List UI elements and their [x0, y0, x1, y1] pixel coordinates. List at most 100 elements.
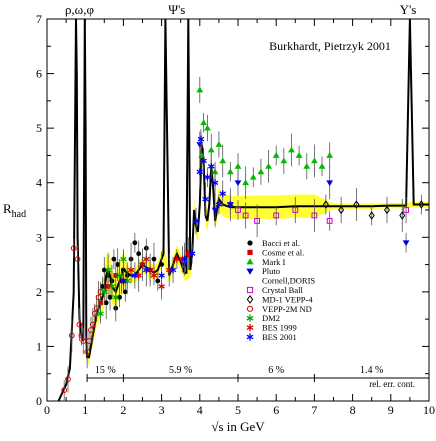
- mark-i-point: [257, 168, 265, 175]
- bacci-et-al-point: [115, 262, 121, 267]
- x-tick-label: 9: [388, 403, 394, 417]
- mark-i-point: [200, 119, 208, 126]
- bes-2001-point: [200, 157, 207, 165]
- error-band-label: rel. err. cont.: [369, 379, 415, 389]
- legend-item: MD-1 VEPP-4: [246, 294, 313, 304]
- vepp-2m-nd-point: [61, 387, 68, 393]
- x-tick-label: 2: [120, 403, 126, 417]
- legend-marker: [246, 324, 254, 332]
- bes-1999-point: [173, 255, 181, 263]
- crystal-ball-point: [292, 207, 299, 213]
- pluto-point: [326, 180, 334, 187]
- bes-2001-point: [202, 195, 209, 203]
- y-tick-label: 0: [36, 394, 42, 408]
- bes-2001-point: [215, 201, 223, 208]
- legend-label: Crystal Ball: [262, 285, 303, 295]
- mark-i-point: [272, 152, 280, 158]
- dm2-point: [97, 310, 104, 318]
- legend: Bacci et al.Cosme et al.Mark IPlutoCorne…: [246, 238, 315, 342]
- error-segment-label: 15 %: [95, 365, 116, 376]
- legend-label: BES 1999: [262, 323, 297, 333]
- bacci-et-al-point: [122, 289, 128, 295]
- vepp-2m-nd-point: [78, 332, 85, 339]
- dm2-point: [104, 266, 112, 274]
- x-axis-label: √s in GeV: [211, 419, 265, 434]
- x-tick-label: 3: [159, 403, 165, 417]
- axes-layer: 0 1 2 3 4 5 6 7 8 9 10 0 1 2 3 4 5 6 7: [36, 12, 435, 417]
- vepp-2m-nd-point: [89, 321, 96, 328]
- legend-item: Crystal Ball: [246, 285, 303, 295]
- mark-i-point: [303, 162, 311, 169]
- vepp-2m-nd-point: [97, 288, 104, 295]
- legend-label: Pluto: [262, 266, 280, 276]
- y-axis-label-sub: had: [12, 209, 26, 220]
- vepp-2m-nd-point: [65, 376, 71, 383]
- cosme-et-al-point: [98, 300, 103, 306]
- bes-2001-point: [192, 217, 200, 225]
- relative-error-segments: 15 % 5.9 % 6 % 1.4 %: [86, 365, 429, 382]
- y-tick-label: 1: [36, 339, 42, 353]
- vepp-2m-nd-point: [91, 310, 98, 317]
- md-1-vepp-4-point: [368, 211, 375, 220]
- resonance-labels: ρ,ω,φ Ψ's Υ's: [65, 2, 416, 17]
- bes-2001-point: [227, 201, 234, 208]
- vepp-2m-nd-point: [80, 338, 87, 344]
- md-1-vepp-4-point: [338, 205, 345, 215]
- theory-curve-layer: [57, 19, 429, 401]
- bacci-et-al-point: [103, 300, 109, 306]
- vepp-2m-nd-point: [76, 321, 83, 328]
- legend-marker: [246, 268, 254, 275]
- error-segment-label: 5.9 %: [169, 365, 192, 376]
- legend-item: DM2: [246, 313, 280, 323]
- crystal-ball-point: [311, 212, 318, 219]
- legend-item: Mark I: [246, 257, 286, 267]
- x-tick-label: 10: [423, 403, 435, 417]
- bacci-et-al-point: [159, 262, 165, 267]
- bes-2001-point: [211, 179, 219, 187]
- legend-marker: [246, 305, 254, 312]
- crystal-ball-point: [326, 218, 333, 224]
- legend-item: Cosme et al.: [247, 247, 304, 257]
- y-axis-label: Rhad: [3, 201, 26, 220]
- bacci-et-al-point: [111, 256, 117, 262]
- bes-2001-point: [169, 266, 177, 274]
- bes-2001-point: [207, 162, 215, 170]
- legend-item: Cornell,DORIS: [262, 276, 315, 286]
- legend-marker: [246, 314, 254, 322]
- legend-label: DM2: [262, 313, 280, 323]
- bacci-et-al-point: [155, 278, 161, 284]
- mark-i-point: [219, 157, 227, 164]
- legend-marker: [247, 249, 253, 255]
- crystal-ball-point: [235, 207, 241, 213]
- x-tick-label: 0: [44, 403, 50, 417]
- legend-item: BES 1999: [246, 323, 297, 333]
- crystal-ball-point: [242, 212, 249, 219]
- bes-2001-point: [131, 272, 139, 279]
- y-tick-label: 4: [36, 176, 42, 190]
- mark-i-point: [204, 124, 211, 131]
- pluto-point: [211, 207, 219, 214]
- x-tick-label: 7: [311, 403, 317, 417]
- bes-2001-point: [143, 266, 150, 274]
- bes-2001-point: [197, 135, 205, 143]
- legend-label: Cornell,DORIS: [262, 276, 315, 286]
- mark-i-point: [311, 157, 318, 164]
- mark-i-point: [249, 173, 257, 180]
- y-tick-label: 5: [36, 121, 42, 135]
- resonance-label: Ψ's: [168, 2, 185, 17]
- bes-1999-point: [150, 272, 158, 279]
- vepp-2m-nd-point: [88, 327, 94, 333]
- theory-curve: [57, 19, 429, 401]
- md-1-vepp-4-point: [418, 200, 425, 209]
- crystal-ball-point: [273, 212, 280, 219]
- mark-i-point: [288, 146, 295, 153]
- bacci-et-al-point: [107, 294, 113, 300]
- dm2-point: [112, 293, 120, 301]
- bes-1999-point: [139, 261, 146, 268]
- vepp-2m-nd-point: [70, 245, 77, 252]
- legend-item: BES 2001: [246, 332, 297, 342]
- dm2-point: [101, 288, 108, 296]
- data-points-layer: [61, 76, 425, 400]
- md-1-vepp-4-point: [383, 205, 390, 215]
